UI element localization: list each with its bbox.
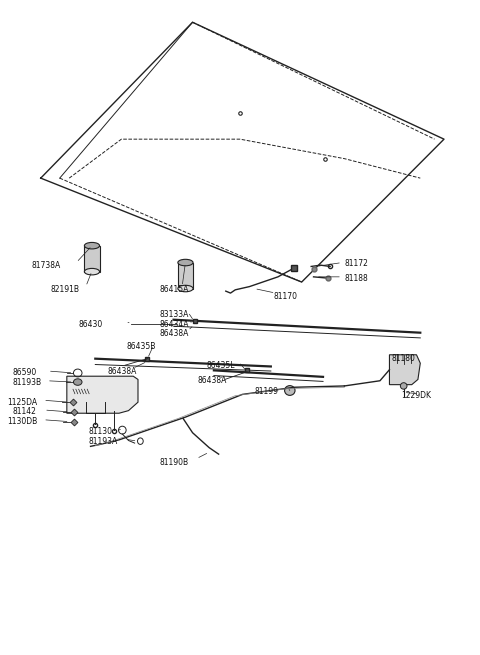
Text: 86590: 86590 — [12, 369, 36, 377]
Text: 1125DA: 1125DA — [8, 398, 37, 407]
Ellipse shape — [178, 259, 193, 266]
Text: 81193A: 81193A — [88, 437, 118, 445]
Text: 83133A: 83133A — [159, 310, 189, 319]
Bar — [178, 263, 193, 289]
Text: 81193B: 81193B — [12, 378, 41, 387]
Text: 86434A: 86434A — [159, 320, 189, 329]
Ellipse shape — [400, 383, 407, 389]
Text: 81188: 81188 — [344, 274, 368, 283]
Ellipse shape — [285, 386, 295, 396]
Polygon shape — [67, 376, 138, 413]
Text: 86438A: 86438A — [197, 376, 227, 385]
Text: 81170: 81170 — [273, 292, 297, 301]
Text: 81738A: 81738A — [31, 261, 60, 271]
Ellipse shape — [84, 269, 99, 275]
Text: 82191B: 82191B — [50, 286, 79, 294]
Text: 81142: 81142 — [12, 407, 36, 417]
Text: 81199: 81199 — [254, 386, 278, 396]
Ellipse shape — [84, 242, 99, 249]
Text: 1229DK: 1229DK — [401, 391, 432, 400]
Bar — [84, 246, 99, 272]
Text: 81130: 81130 — [88, 427, 112, 436]
Polygon shape — [389, 355, 420, 384]
Text: 86438A: 86438A — [107, 367, 136, 376]
Text: 81190B: 81190B — [159, 458, 189, 467]
Ellipse shape — [178, 286, 193, 291]
Ellipse shape — [73, 379, 82, 385]
Text: 1130DB: 1130DB — [8, 417, 38, 426]
Text: 86415A: 86415A — [159, 286, 189, 294]
Text: 81180: 81180 — [392, 354, 416, 363]
Text: 86430: 86430 — [79, 320, 103, 329]
Text: 86435B: 86435B — [126, 343, 156, 352]
Text: 86435L: 86435L — [207, 361, 235, 369]
Text: 81172: 81172 — [344, 259, 368, 269]
Text: 86438A: 86438A — [159, 329, 189, 339]
